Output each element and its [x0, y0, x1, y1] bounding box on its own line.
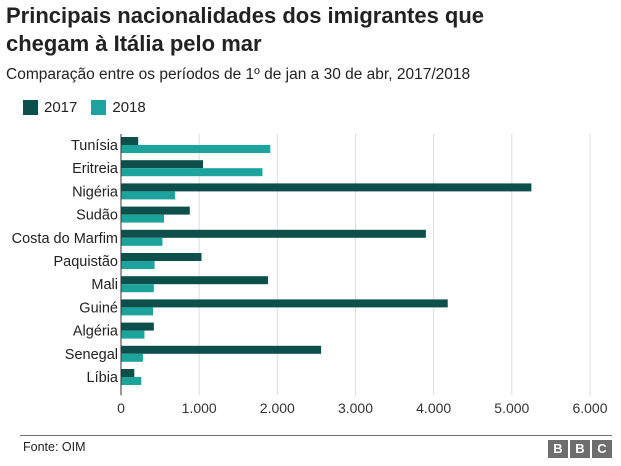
source-note: Fonte: OIM — [23, 440, 86, 454]
bar-2017 — [121, 253, 202, 261]
x-tick-label: 5.000 — [494, 400, 529, 416]
legend-swatch-2018 — [91, 100, 107, 115]
bar-chart: 0 1.000 2.000 3.000 4.000 5.000 6.000 Tunísia Er… — [12, 134, 608, 416]
chart-subtitle: Comparação entre os períodos de 1º de ja… — [6, 66, 471, 83]
category-label: Sudão — [76, 208, 118, 224]
footer-divider — [20, 435, 612, 436]
chart-title-line-1: Principais nacionalidades dos imigrantes… — [6, 3, 485, 28]
x-tick-label: 3.000 — [338, 400, 373, 416]
bar-2017 — [121, 299, 448, 308]
bar-2017 — [121, 137, 139, 145]
category-label: Mali — [91, 277, 118, 293]
bar-2018 — [121, 191, 175, 200]
bar-2018 — [121, 145, 271, 153]
x-tick-label: 0 — [117, 400, 125, 416]
bar-2017 — [121, 206, 190, 215]
chart-title: Principais nacionalidades dos imigrantes… — [6, 2, 606, 58]
category-label: Paquistão — [54, 254, 119, 270]
bar-2018 — [121, 377, 142, 385]
category-label: Algéria — [73, 324, 119, 340]
x-tick-label: 1.000 — [182, 400, 217, 416]
bar-2018 — [121, 168, 263, 177]
category-label: Eritreia — [72, 161, 119, 177]
category-label: Guiné — [79, 300, 118, 316]
chart-legend: 2017 2018 — [23, 99, 160, 116]
bar-2017 — [121, 345, 322, 354]
bbc-logo-letter: C — [592, 440, 612, 458]
legend-label-2017: 2017 — [44, 99, 78, 116]
bar-2018 — [121, 353, 143, 362]
bar-2018 — [121, 214, 164, 223]
bar-2018 — [121, 237, 163, 246]
bbc-logo-letter: B — [570, 440, 590, 458]
bar-2017 — [121, 276, 268, 285]
x-tick-label: 6.000 — [572, 400, 607, 416]
bar-2017 — [121, 322, 154, 331]
legend-swatch-2017 — [23, 100, 38, 115]
category-label: Senegal — [65, 347, 118, 363]
legend-item-2018: 2018 — [91, 99, 146, 116]
bar-2018 — [121, 284, 154, 293]
category-label: Nigéria — [72, 184, 119, 200]
bar-2017 — [121, 369, 135, 377]
chart-title-line-2: chegam à Itália pelo mar — [6, 31, 262, 56]
legend-label-2018: 2018 — [112, 99, 146, 116]
bar-2018 — [121, 307, 154, 316]
category-label: Tunísia — [71, 138, 119, 154]
x-tick-label: 2.000 — [260, 400, 295, 416]
legend-item-2017: 2017 — [23, 99, 77, 116]
bbc-logo: B B C — [548, 440, 612, 458]
category-label: Costa do Marfim — [12, 231, 118, 247]
bar-2017 — [121, 229, 426, 238]
bbc-logo-letter: B — [548, 440, 568, 458]
bar-2018 — [121, 330, 145, 339]
x-tick-label: 4.000 — [416, 400, 451, 416]
bar-2017 — [121, 160, 204, 169]
bar-2017 — [121, 183, 532, 192]
bar-2018 — [121, 261, 155, 269]
category-label: Líbia — [87, 370, 119, 386]
